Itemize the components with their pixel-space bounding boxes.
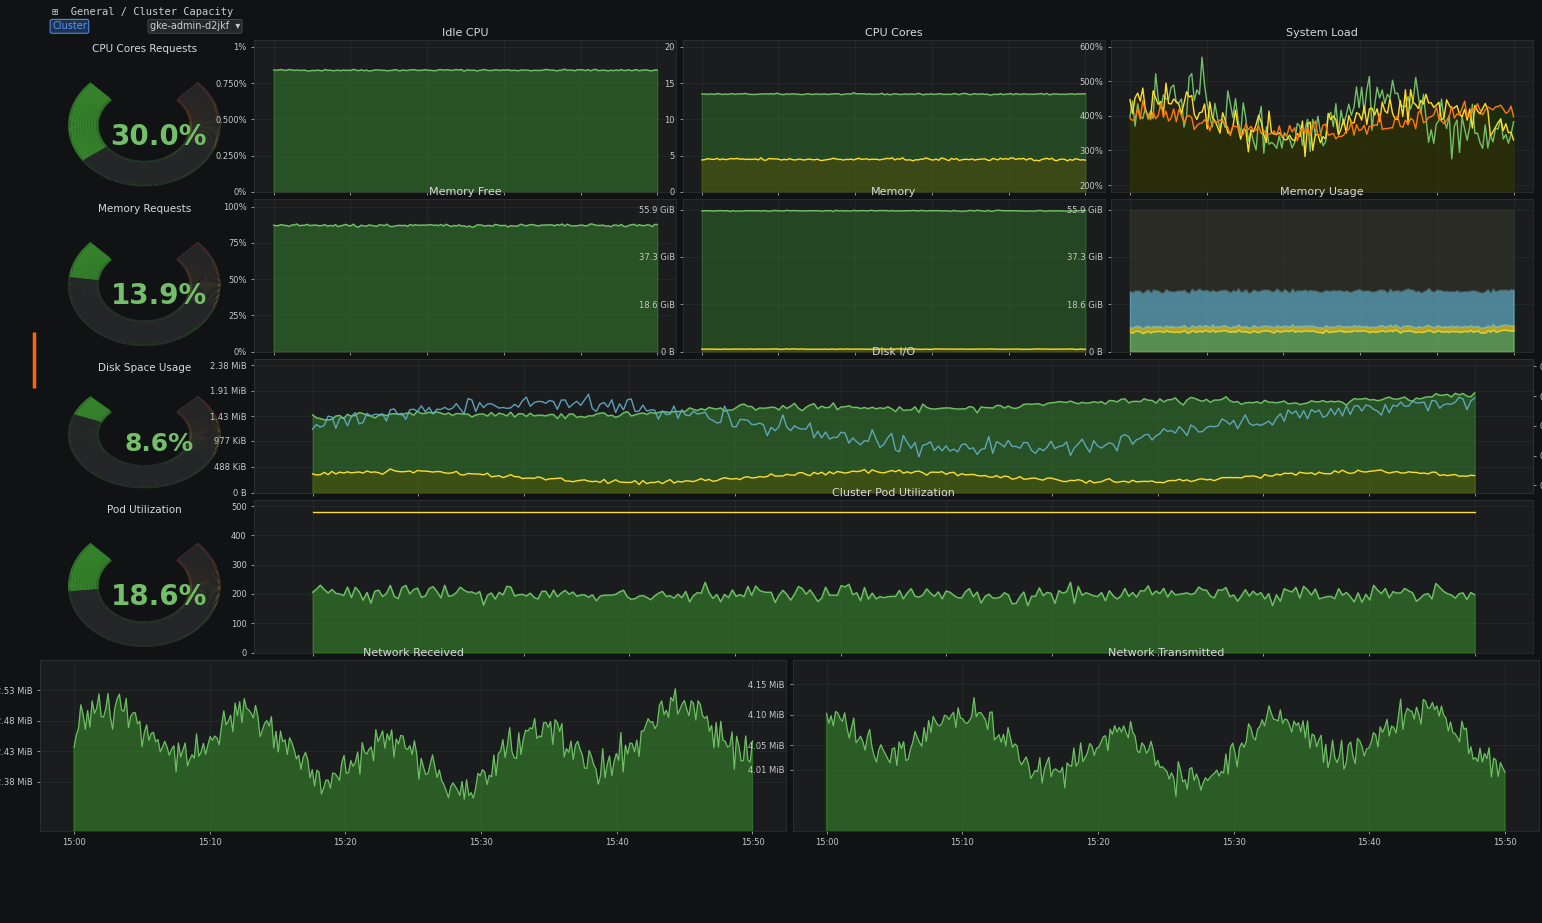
Text: Disk Space Usage: Disk Space Usage [97,363,191,373]
Text: 30.0%: 30.0% [111,123,207,150]
Legend: Allocatable, Requested: Allocatable, Requested [686,388,808,397]
Title: Disk I/O: Disk I/O [873,347,914,357]
Text: Pod Utilization: Pod Utilization [106,505,182,515]
Text: CPU Cores Requests: CPU Cores Requests [91,44,197,54]
Text: 18.6%: 18.6% [111,583,207,611]
Text: ⊞  General / Cluster Capacity: ⊞ General / Cluster Capacity [52,7,233,18]
Legend: memory usage, memory buffers, memory cached, memory free: memory usage, memory buffers, memory cac… [1115,394,1400,400]
Text: Cluster: Cluster [52,21,86,31]
Title: Idle CPU: Idle CPU [443,28,489,38]
Text: gke-admin-d2jkf  ▾: gke-admin-d2jkf ▾ [150,21,241,31]
Text: Memory Requests: Memory Requests [97,204,191,214]
Text: 8.6%: 8.6% [123,432,193,456]
Title: System Load: System Load [1286,28,1357,38]
Title: Network Received: Network Received [362,648,464,658]
Text: 13.9%: 13.9% [111,282,207,310]
Legend: load 1m, load 5m, load 15m: load 1m, load 5m, load 15m [1115,228,1274,237]
Title: Memory Usage: Memory Usage [1280,187,1363,198]
Title: Memory: Memory [871,187,916,198]
Legend: read, written, io time: read, written, io time [258,533,390,543]
Legend: Current number of Pods, Maximum capacity of pods: Current number of Pods, Maximum capacity… [258,691,490,701]
Title: Memory Free: Memory Free [429,187,501,198]
Title: CPU Cores: CPU Cores [865,28,922,38]
Title: Cluster Pod Utilization: Cluster Pod Utilization [833,488,954,498]
Title: Network Transmitted: Network Transmitted [1107,648,1224,658]
Legend: Allocatable CPU Cores, Requested CPU Cores: Allocatable CPU Cores, Requested CPU Cor… [686,228,891,237]
